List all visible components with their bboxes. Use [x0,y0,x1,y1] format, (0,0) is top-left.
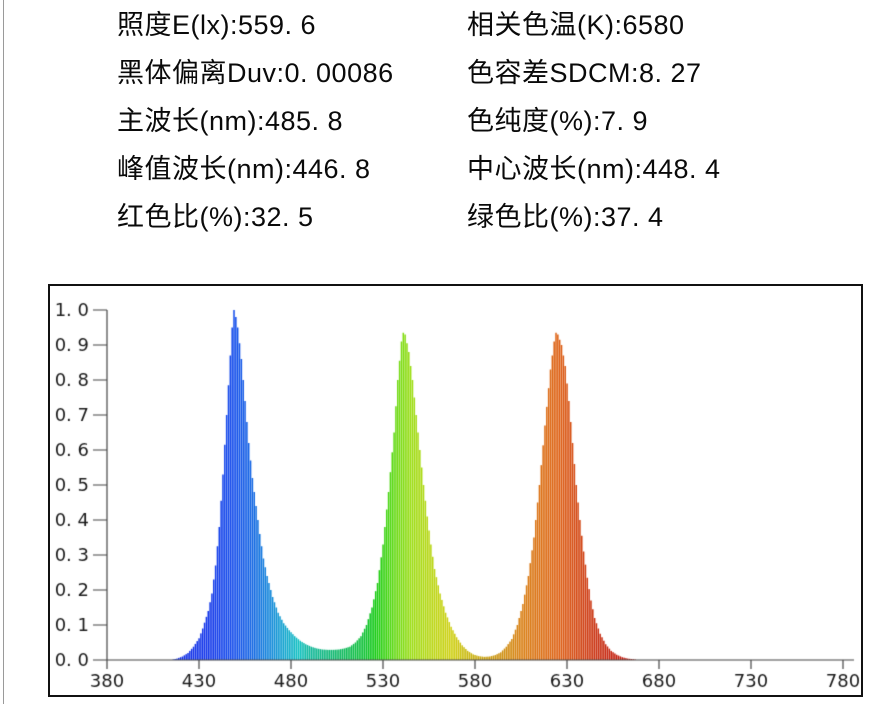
spd-spectrum-chart [50,286,861,695]
measurement-cct: 相关色温(K):6580 [467,10,685,40]
measurement-red-ratio: 红色比(%):32. 5 [117,202,314,232]
left-panel-divider-line [3,0,4,704]
measurement-dominant-wavelength: 主波长(nm):485. 8 [117,106,344,136]
measurement-duv: 黑体偏离Duv:0. 00086 [117,58,394,88]
measurement-sdcm: 色容差SDCM:8. 27 [467,58,702,88]
measurement-color-purity: 色纯度(%):7. 9 [467,106,649,136]
spectrum-chart-frame [48,284,863,697]
measurement-illuminance: 照度E(lx):559. 6 [117,10,317,40]
measurement-center-wavelength: 中心波长(nm):448. 4 [467,154,721,184]
measurement-readout-panel: 照度E(lx):559. 6 相关色温(K):6580 黑体偏离Duv:0. 0… [117,8,721,248]
measurement-peak-wavelength: 峰值波长(nm):446. 8 [117,154,371,184]
measurement-green-ratio: 绿色比(%):37. 4 [467,202,664,232]
